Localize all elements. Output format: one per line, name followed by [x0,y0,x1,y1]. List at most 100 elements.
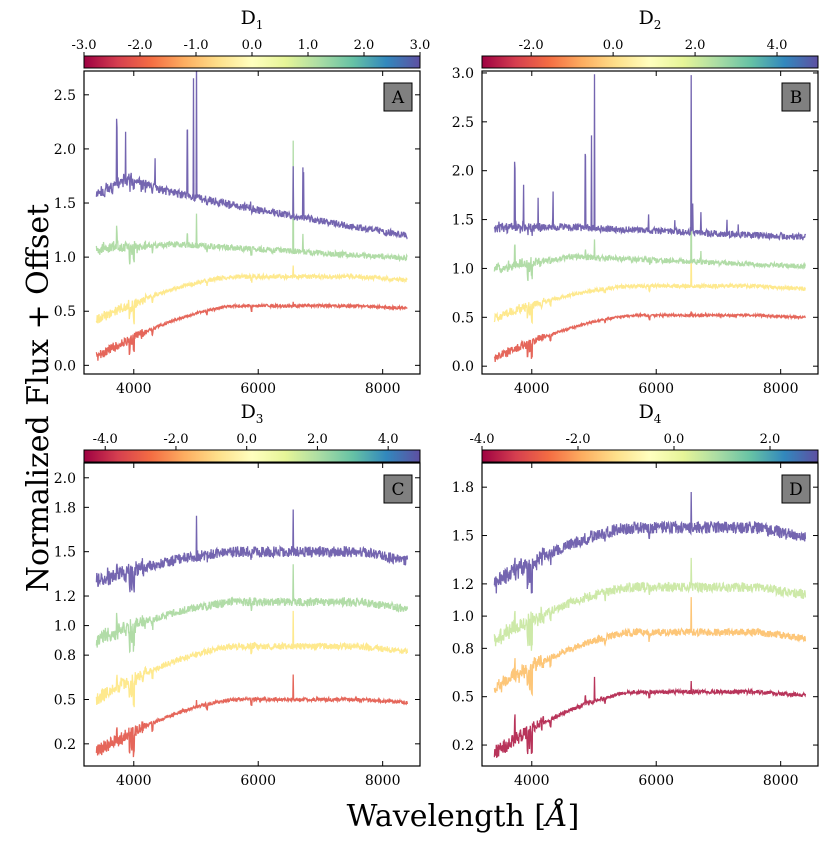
colorbar-title: D3 [241,401,264,426]
y-tick-label: 0.2 [452,738,474,754]
x-tick-label: 4000 [514,773,550,789]
series-line-low [95,610,409,708]
y-tick-label: 1.8 [54,500,76,516]
colorbar-title: D4 [639,401,662,426]
colorbar-tick-label: 2.0 [685,38,706,53]
colorbar-tick-label: -4.0 [469,432,494,447]
series-line-top [95,71,408,240]
y-tick-label: 2.0 [54,142,76,158]
y-tick-label: 1.5 [452,213,474,229]
colorbar-tick-label: -2.0 [519,38,544,53]
plot-frame [83,462,421,767]
x-tick-label: 6000 [638,381,674,397]
y-tick-label: 2.0 [452,164,474,180]
colorbar-tick-label: -2.0 [565,432,590,447]
x-tick-label: 8000 [365,381,401,397]
series-line-low [493,597,807,697]
plot-frame [481,462,819,767]
plot-frame [83,70,421,375]
y-tick-label: 0.5 [54,304,76,320]
series-group [95,71,408,361]
colorbar [83,55,421,69]
series-line-mid [95,140,408,265]
y-tick-label: 0.2 [54,737,76,753]
colorbar-tick-label: 2.0 [307,432,328,447]
colorbar-tick-label: 0.0 [664,432,685,447]
panel-letter: C [391,480,404,500]
colorbar-tick-label: -1.0 [183,38,208,53]
colorbar-tick-label: 2.0 [354,38,375,53]
colorbar-title-main: D [241,7,256,29]
colorbar-tick-label: 4.0 [378,432,399,447]
y-tick-label: 1.2 [54,589,76,605]
y-tick-label: 0.5 [54,692,76,708]
series-line-bottom [95,674,409,758]
colorbar-tick-label: -2.0 [163,432,188,447]
x-tick-label: 6000 [240,773,276,789]
colorbar [481,55,819,69]
y-tick-label: 2.0 [54,471,76,487]
x-tick-label: 8000 [763,773,799,789]
colorbar-tick-label: 3.0 [410,38,431,53]
y-tick-label: 1.8 [452,480,474,496]
x-axis-label-unit: Å [543,798,568,834]
colorbar-title: D1 [241,7,264,32]
x-tick-label: 8000 [365,773,401,789]
series-line-top [493,74,807,242]
colorbar-title-sub: 2 [654,18,662,32]
series-line-bottom [493,311,806,363]
series-line-mid [95,564,409,654]
x-axis-label-main: Wavelength [ [347,799,546,834]
x-tick-label: 8000 [763,381,799,397]
series-line-bottom [95,301,408,361]
y-tick-label: 0.5 [452,690,474,706]
colorbar-title-main: D [639,401,654,423]
x-tick-label: 4000 [116,773,152,789]
y-tick-label: 1.0 [54,250,76,266]
panel-letter: B [790,88,803,108]
y-tick-label: 1.2 [452,577,474,593]
series-line-bottom [493,676,807,758]
colorbar [83,449,421,463]
panel-B: 4000 6000 8000 0.0 0.5 1.0 1.5 2.0 2.5 3.0 B -2.0 0.… [452,7,819,397]
panel-badge [383,474,413,504]
y-axis-label: Normalized Flux + Offset [21,204,56,592]
series-group [493,74,807,363]
x-tick-label: 6000 [240,381,276,397]
colorbar-tick-label: 0.0 [603,38,624,53]
colorbar-title: D2 [639,7,662,32]
series-group [95,509,409,758]
y-tick-label: 1.5 [452,529,474,545]
colorbar-title-main: D [639,7,654,29]
plot-frame [481,70,819,375]
panels: 4000 6000 8000 0.0 0.5 1.0 1.5 2.0 2.5 A -3.0 -2.0 -… [54,7,819,789]
panel-letter: D [789,480,803,500]
x-tick-label: 4000 [116,381,152,397]
y-tick-label: 3.0 [452,66,474,82]
x-tick-label: 4000 [514,381,550,397]
y-tick-label: 0.8 [452,641,474,657]
panel-D: 4000 6000 8000 0.2 0.5 0.8 1.0 1.2 1.5 1.8 D -4.0 -2… [452,401,819,789]
colorbar-tick-label: 0.0 [242,38,263,53]
colorbar-title-sub: 4 [654,412,662,426]
colorbar-tick-label: 2.0 [760,432,781,447]
colorbar-title-main: D [241,401,256,423]
series-line-low [493,248,806,325]
y-tick-label: 0.8 [54,648,76,664]
y-tick-label: 0.5 [452,310,474,326]
colorbar-tick-label: -2.0 [127,38,152,53]
panel-badge [781,82,811,112]
series-line-mid [493,145,807,282]
series-line-low [95,265,408,325]
panel-badge [781,474,811,504]
colorbar-tick-label: 4.0 [767,38,788,53]
panel-C: 4000 6000 8000 0.2 0.5 0.8 1.0 1.2 1.5 1.8 2.0 C -4.… [54,401,421,789]
x-axis-label-close: ] [568,799,580,834]
x-axis-label: Wavelength [Å] [347,798,580,834]
series-line-top [493,491,807,594]
y-tick-label: 1.5 [54,545,76,561]
y-tick-label: 2.5 [452,115,474,131]
colorbar-tick-label: 0.0 [236,432,257,447]
colorbar [481,449,819,463]
